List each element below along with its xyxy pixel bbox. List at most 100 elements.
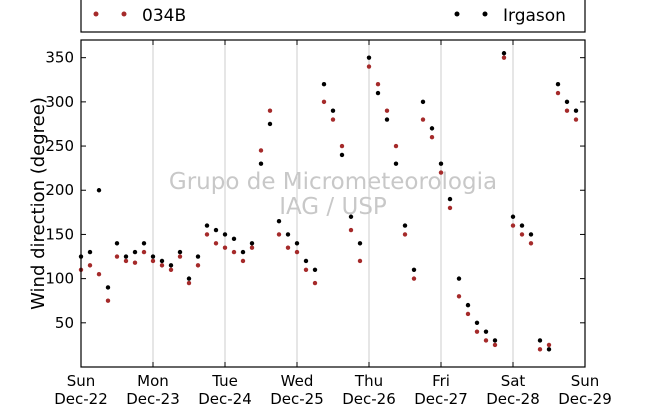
data-point xyxy=(168,267,174,272)
data-point xyxy=(411,276,417,281)
data-point xyxy=(447,205,453,211)
data-point xyxy=(186,280,192,286)
plot-frame xyxy=(80,39,586,368)
data-point xyxy=(96,272,102,277)
data-point xyxy=(573,117,579,122)
data-point xyxy=(474,320,480,326)
data-point xyxy=(438,161,444,166)
x-tick-label-day: Mon xyxy=(137,372,169,390)
data-point xyxy=(177,249,183,255)
data-point xyxy=(240,258,246,264)
data-point xyxy=(411,267,417,272)
data-point xyxy=(123,258,129,264)
series-034b xyxy=(78,55,579,352)
data-point xyxy=(447,196,453,202)
x-tick-label-day: Sat xyxy=(501,372,526,390)
data-point xyxy=(348,227,354,233)
data-point xyxy=(150,258,156,264)
data-point xyxy=(492,338,498,343)
data-point xyxy=(213,227,219,233)
legend-marker xyxy=(121,11,127,17)
legend-label-034b: 034B xyxy=(142,6,186,26)
x-tick-label-date: Dec-29 xyxy=(558,390,612,408)
data-point xyxy=(105,285,111,290)
x-tick-label-day: Thu xyxy=(354,372,383,390)
data-point xyxy=(303,267,309,272)
data-point xyxy=(528,241,534,246)
x-tick-label-date: Dec-25 xyxy=(270,390,324,408)
data-point xyxy=(519,223,525,228)
data-point xyxy=(240,249,246,255)
data-point xyxy=(465,302,471,308)
data-point xyxy=(267,121,273,127)
data-point xyxy=(555,90,561,96)
data-point xyxy=(222,232,228,237)
data-point xyxy=(393,161,399,166)
data-point xyxy=(132,249,138,255)
data-point xyxy=(357,258,363,264)
legend-marker xyxy=(482,11,488,17)
data-point xyxy=(168,263,174,268)
data-points xyxy=(78,51,579,352)
data-point xyxy=(501,55,507,60)
data-point xyxy=(339,143,345,149)
x-tick-label-date: Dec-22 xyxy=(54,390,108,408)
data-point xyxy=(492,342,498,348)
data-point xyxy=(258,148,264,153)
data-point xyxy=(204,232,210,237)
data-point xyxy=(348,214,354,219)
legend-marker xyxy=(454,11,460,17)
y-tick-label: 200 xyxy=(45,181,74,199)
data-point xyxy=(402,232,408,237)
data-point xyxy=(339,152,345,158)
data-point xyxy=(429,126,435,131)
data-point xyxy=(573,108,579,113)
data-point xyxy=(96,188,102,193)
data-point xyxy=(195,254,201,259)
data-point xyxy=(357,241,363,246)
data-point xyxy=(393,143,399,149)
grid-lines xyxy=(152,40,514,367)
data-point xyxy=(546,347,552,352)
data-point xyxy=(483,338,489,343)
y-tick-label: 50 xyxy=(55,314,74,332)
data-point xyxy=(510,223,516,228)
x-tick-label-day: Wed xyxy=(281,372,314,390)
x-tick-label-day: Sun xyxy=(571,372,600,390)
x-tick-label-date: Dec-24 xyxy=(198,390,252,408)
data-point xyxy=(285,245,291,250)
legend-box xyxy=(80,0,586,33)
data-point xyxy=(465,311,471,317)
data-point xyxy=(555,81,561,87)
data-point xyxy=(231,249,237,255)
data-point xyxy=(330,117,336,122)
data-point xyxy=(474,329,480,334)
x-tick-label-date: Dec-27 xyxy=(414,390,468,408)
data-point xyxy=(420,117,426,122)
watermark-line-1: Grupo de Micrometeorologia xyxy=(169,169,497,195)
data-point xyxy=(384,108,390,113)
data-point xyxy=(114,254,120,259)
data-point xyxy=(528,232,534,237)
data-point xyxy=(186,276,192,281)
data-point xyxy=(87,263,93,268)
watermark-line-2: IAG / USP xyxy=(279,194,387,220)
x-tick-label-day: Tue xyxy=(211,372,238,390)
y-axis-label: Wind direction (degree) xyxy=(28,97,49,310)
data-point xyxy=(312,280,318,286)
data-point xyxy=(105,298,111,303)
legend: 034B Irgason xyxy=(80,0,586,33)
y-tick-label: 100 xyxy=(45,270,74,288)
data-point xyxy=(537,338,543,343)
data-point xyxy=(420,99,426,105)
data-point xyxy=(159,263,165,268)
data-point xyxy=(321,99,327,105)
data-point xyxy=(303,258,309,264)
data-point xyxy=(564,108,570,113)
data-point xyxy=(510,214,516,219)
data-point xyxy=(195,263,201,268)
data-point xyxy=(150,254,156,259)
x-tick-label-date: Dec-23 xyxy=(126,390,180,408)
